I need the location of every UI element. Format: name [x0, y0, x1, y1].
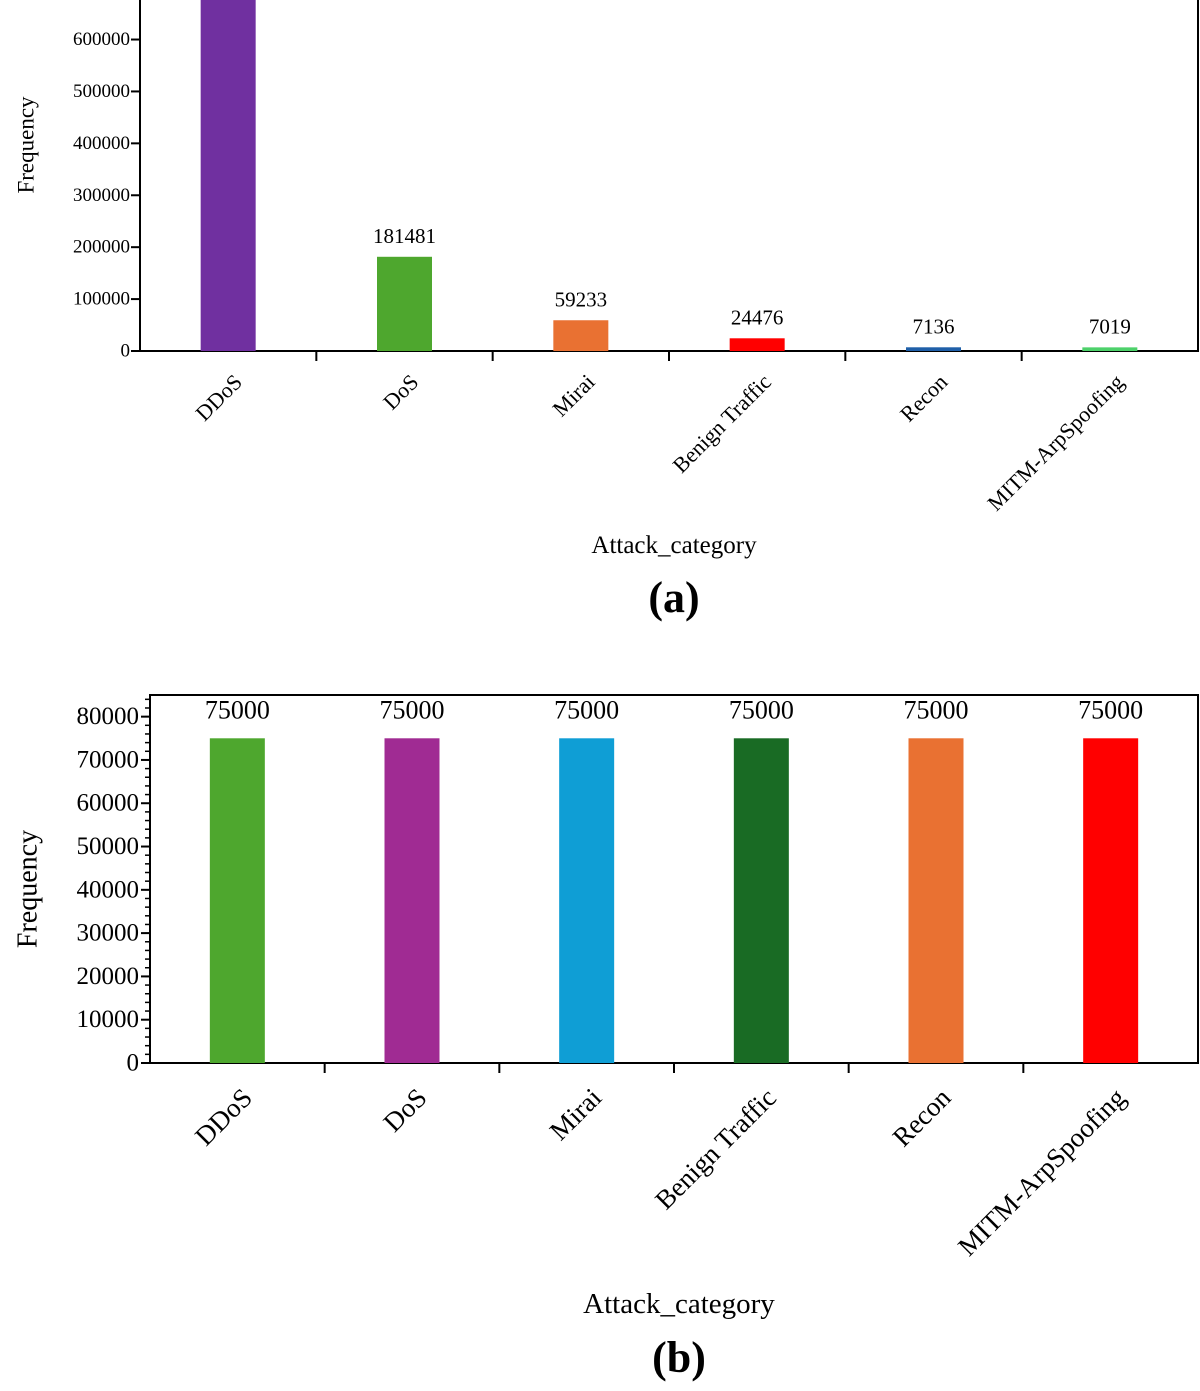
x-tick-label-a-3: Benign Traffic — [667, 369, 776, 478]
panel-label-a: (a) — [648, 573, 699, 622]
y-tick-label-a: 200000 — [73, 237, 130, 258]
x-tick-label-b-2: Mirai — [544, 1082, 608, 1146]
y-tick-label-b: 40000 — [77, 876, 140, 903]
bar-b-4 — [908, 738, 964, 1063]
data-label-b-5: 75000 — [1078, 695, 1143, 724]
x-tick-label-b-1: DoS — [377, 1082, 432, 1137]
y-tick-label-a: 400000 — [73, 133, 130, 154]
x-axis-label-b: Attack_category — [583, 1288, 775, 1320]
y-axis-label-b: Frequency — [13, 830, 44, 948]
y-tick-label-b: 50000 — [77, 833, 140, 860]
x-tick-label-a-5: MITM-ArpSpoofing — [982, 369, 1128, 515]
x-tick-label-a-4: Recon — [895, 369, 952, 426]
bar-a-0 — [200, 0, 256, 351]
data-label-a-1: 181481 — [373, 224, 436, 248]
x-tick-label-a-2: Mirai — [547, 369, 599, 421]
y-tick-label-b: 70000 — [77, 746, 140, 773]
y-tick-label-b: 10000 — [77, 1006, 140, 1033]
y-tick-label-a: 500000 — [73, 81, 130, 102]
bar-b-3 — [733, 738, 789, 1063]
data-label-b-0: 75000 — [205, 695, 270, 724]
y-tick-label-a: 600000 — [73, 29, 130, 50]
y-tick-label-b: 30000 — [77, 920, 140, 947]
data-label-b-4: 75000 — [904, 695, 969, 724]
bar-b-0 — [209, 738, 265, 1063]
y-tick-label-b: 60000 — [77, 790, 140, 817]
y-tick-label-b: 80000 — [77, 703, 140, 730]
chart-b: 0 10000 20000 30000 40000 50000 60000 70000 8000… — [13, 694, 1199, 1382]
y-axis-label-a: Frequency — [14, 96, 39, 194]
bar-b-5 — [1083, 738, 1139, 1063]
data-label-a-5: 7019 — [1089, 314, 1131, 338]
y-tick-label-a: 300000 — [73, 185, 130, 206]
y-tick-label-a: 0 — [121, 341, 131, 362]
y-tick-label-b: 0 — [127, 1050, 140, 1077]
x-tick-label-a-1: DoS — [378, 369, 423, 414]
data-label-b-2: 75000 — [554, 695, 619, 724]
data-label-a-2: 59233 — [555, 287, 608, 311]
bar-a-2 — [553, 320, 609, 351]
bar-a-1 — [377, 256, 432, 351]
panel-label-b: (b) — [652, 1333, 706, 1382]
x-tick-label-a-0: DDoS — [190, 369, 247, 426]
data-label-b-1: 75000 — [380, 695, 445, 724]
bar-a-3 — [729, 338, 785, 351]
y-tick-label-a: 100000 — [73, 289, 130, 310]
y-tick-label-b: 20000 — [77, 963, 140, 990]
chart-a: 0 100000 200000 300000 400000 500000 600000 Fre… — [14, 0, 1199, 622]
data-label-a-3: 24476 — [731, 305, 784, 329]
x-tick-label-b-5: MITM-ArpSpoofing — [952, 1082, 1131, 1261]
bar-a-5 — [1082, 347, 1138, 351]
x-tick-label-b-3: Benign Traffic — [649, 1082, 782, 1215]
data-label-b-3: 75000 — [729, 695, 794, 724]
x-tick-label-b-4: Recon — [887, 1082, 957, 1152]
bar-a-4 — [906, 347, 961, 351]
bar-b-2 — [559, 738, 615, 1063]
x-tick-label-b-0: DDoS — [189, 1082, 258, 1151]
bar-b-1 — [384, 738, 440, 1063]
plot-frame-b — [149, 694, 1199, 1064]
x-axis-label-a: Attack_category — [591, 532, 757, 559]
data-label-a-4: 7136 — [913, 314, 955, 338]
plot-frame-a — [139, 0, 1199, 352]
